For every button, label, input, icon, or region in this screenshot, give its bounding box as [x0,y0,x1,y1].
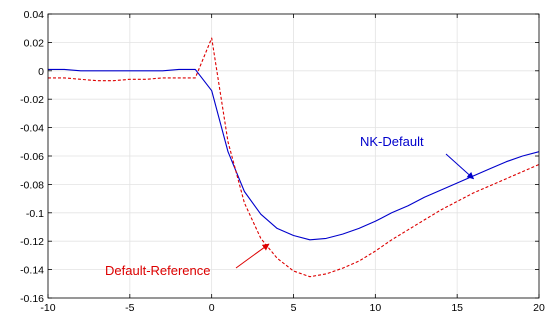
x-tick-label: 15 [451,302,463,314]
y-tick-label: -0.04 [20,123,44,135]
y-tick-label: -0.02 [20,94,44,106]
x-tick-label: 20 [533,302,545,314]
y-tick-label: -0.14 [20,265,44,277]
annotation-label: NK-Default [360,134,424,149]
x-tick-label: -5 [125,302,134,314]
y-tick-label: -0.16 [20,293,44,305]
x-tick-label: 5 [291,302,297,314]
y-tick-label: 0.02 [24,37,45,49]
series-line-default-reference [48,37,540,278]
annotation-arrow [235,243,270,269]
y-tick-label: 0 [38,66,44,78]
x-tick-label: 10 [369,302,381,314]
x-tick-label: -10 [40,302,55,314]
annotations: NK-Default Default-Reference [105,134,475,278]
series-line-nk-default [48,68,540,241]
y-tick-label: -0.08 [20,179,44,191]
y-tick-label: 0.04 [24,9,45,21]
annotation-arrow [445,153,475,180]
annotation-label: Default-Reference [105,263,211,278]
series-group [48,37,540,278]
x-tick-label: 0 [209,302,215,314]
y-tick-label: -0.1 [26,208,44,220]
y-tick-label: -0.06 [20,151,44,163]
y-tick-label: -0.12 [20,236,44,248]
axis-ticks: -10 -5 0 5 10 15 20 0.04 0.02 0 -0.02 -0.04 -0.06 -0.… [20,9,545,314]
